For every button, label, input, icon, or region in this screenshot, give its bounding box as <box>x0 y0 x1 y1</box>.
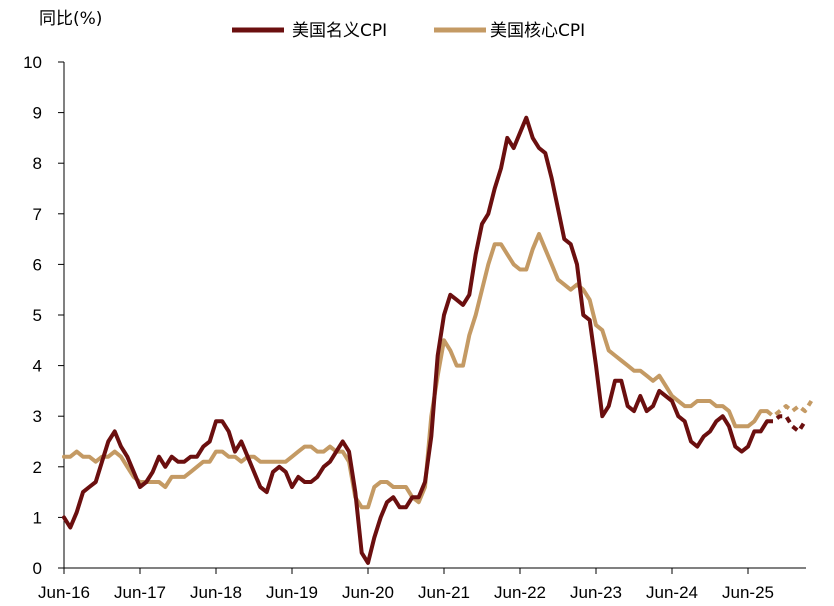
y-tick-label: 9 <box>33 104 42 123</box>
legend: 美国名义CPI 美国核心CPI <box>232 21 585 41</box>
x-axis: Jun-16 Jun-17 Jun-18 Jun-19 Jun-20 Jun-21 Jun-… <box>38 567 806 602</box>
y-tick-label: 10 <box>23 53 42 72</box>
series-layer <box>62 115 813 565</box>
x-tick-label: Jun-25 <box>722 583 774 602</box>
y-tick-label: 5 <box>33 306 42 325</box>
x-tick-label: Jun-20 <box>342 583 394 602</box>
y-tick-label: 4 <box>33 357 42 376</box>
y-tick-label: 1 <box>33 508 42 527</box>
y-axis: 0 1 2 3 4 5 6 7 8 9 10 <box>23 53 65 578</box>
x-tick-label: Jun-23 <box>570 583 622 602</box>
series-line-headline-cpi <box>62 115 769 565</box>
x-tick-label: Jun-19 <box>266 583 318 602</box>
x-tick-label: Jun-18 <box>190 583 242 602</box>
x-tick-label: Jun-24 <box>646 583 698 602</box>
legend-label: 美国名义CPI <box>292 21 387 41</box>
y-tick-label: 7 <box>33 205 42 224</box>
y-axis-title: 同比(%) <box>39 9 102 29</box>
legend-label: 美国核心CPI <box>490 21 585 41</box>
y-tick-label: 6 <box>33 255 42 274</box>
series-line-dashed-headline-cpi <box>767 414 807 434</box>
x-tick-label: Jun-17 <box>114 583 166 602</box>
x-tick-label: Jun-21 <box>418 583 470 602</box>
series-line-core-cpi <box>62 232 769 510</box>
series-line-dashed-core-cpi <box>765 399 813 419</box>
y-tick-label: 8 <box>33 154 42 173</box>
x-tick-label: Jun-22 <box>494 583 546 602</box>
y-tick-label: 0 <box>33 559 42 578</box>
x-tick-label: Jun-16 <box>38 583 90 602</box>
y-tick-label: 2 <box>33 458 42 477</box>
y-tick-label: 3 <box>33 407 42 426</box>
